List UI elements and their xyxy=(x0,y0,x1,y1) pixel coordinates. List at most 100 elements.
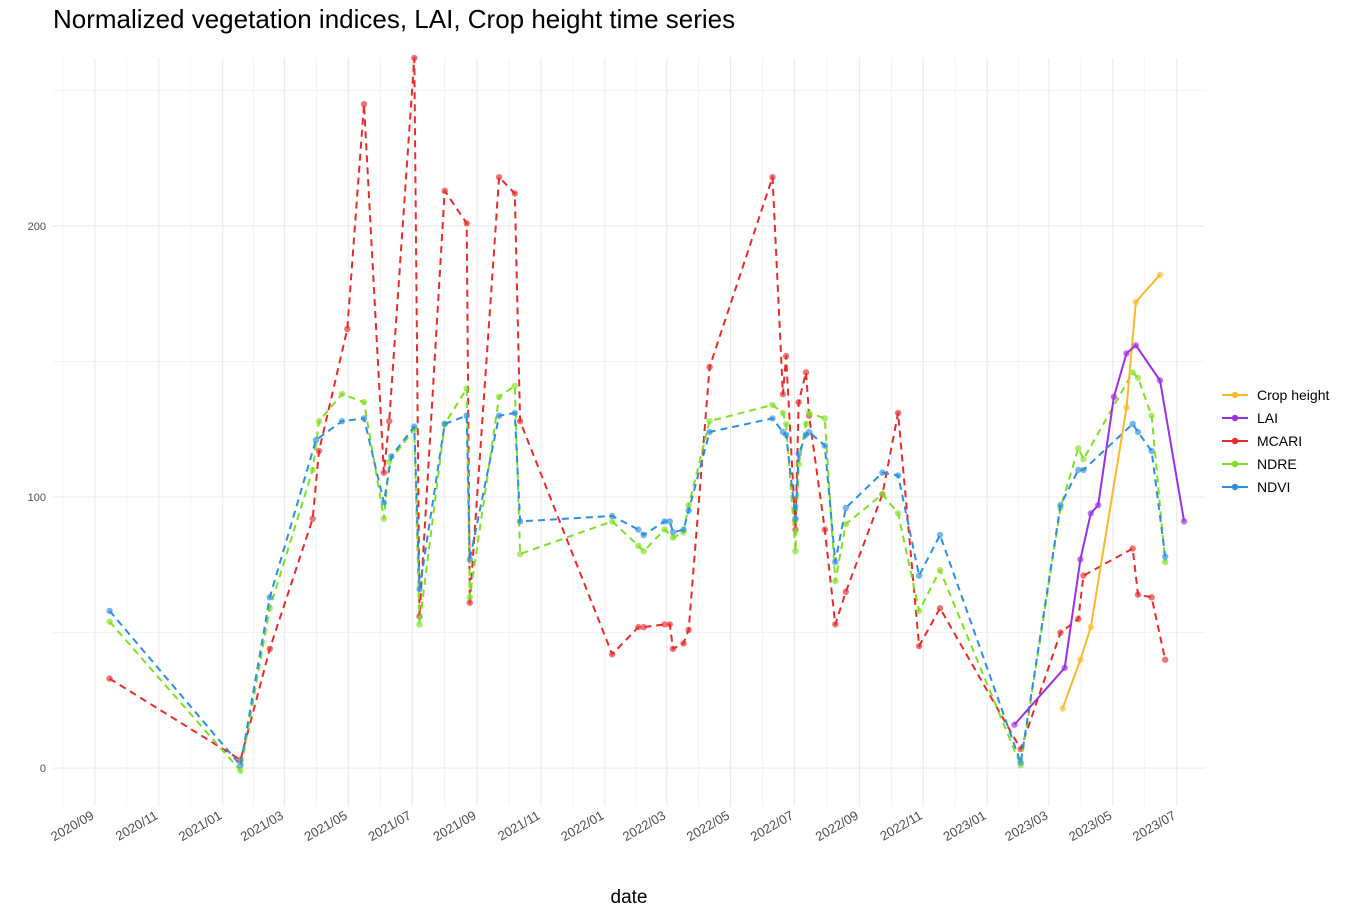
data-point-lai xyxy=(1077,556,1084,563)
data-point-ndre xyxy=(360,399,368,406)
data-point-ndre xyxy=(416,621,423,628)
data-point-crop-height xyxy=(1123,404,1130,411)
data-point-lai xyxy=(1095,502,1102,509)
data-point-ndvi xyxy=(832,558,839,566)
x-tick-label: 2022/11 xyxy=(877,808,924,844)
data-point-mcari xyxy=(463,220,470,227)
data-point-ndvi xyxy=(1134,428,1142,436)
data-point-ndvi xyxy=(388,453,395,460)
data-point-mcari xyxy=(266,645,273,652)
data-point-ndre xyxy=(609,518,616,525)
data-point-mcari xyxy=(106,675,113,682)
series-line-mcari xyxy=(109,57,1167,761)
x-tick-label: 2021/05 xyxy=(302,808,350,844)
data-point-ndvi xyxy=(635,526,642,533)
data-point-ndvi xyxy=(466,556,473,563)
data-point-crop-height xyxy=(1077,656,1084,663)
x-tick-label: 2021/03 xyxy=(238,808,286,844)
data-point-ndre xyxy=(516,550,524,558)
data-point-ndvi xyxy=(879,469,886,476)
data-point-ndre xyxy=(685,502,692,509)
data-point-crop-height xyxy=(1059,705,1066,712)
data-point-ndre xyxy=(769,401,776,409)
legend-key-point xyxy=(1231,414,1239,422)
data-point-ndvi xyxy=(411,423,418,430)
y-tick-label: 200 xyxy=(28,221,46,233)
x-tick-label: 2023/01 xyxy=(940,808,988,844)
x-tick-label: 2022/01 xyxy=(558,808,606,844)
data-point-lai xyxy=(1132,342,1140,349)
data-point-ndvi xyxy=(516,518,524,525)
data-point-mcari xyxy=(609,651,616,658)
data-point-mcari xyxy=(1075,615,1082,623)
data-point-ndvi xyxy=(805,428,813,436)
data-point-ndre xyxy=(779,409,787,417)
legend-label: NDRE xyxy=(1257,456,1297,472)
data-point-mcari xyxy=(680,640,687,647)
data-point-mcari xyxy=(1080,572,1087,579)
x-tick-label: 2021/09 xyxy=(430,808,478,844)
data-point-ndre xyxy=(706,418,713,425)
data-point-mcari xyxy=(666,621,673,628)
x-tick-label: 2022/05 xyxy=(684,808,732,844)
data-point-mcari xyxy=(1129,545,1136,552)
data-point-ndvi xyxy=(915,572,923,579)
legend: Crop height LAI MCARI NDRE NDVI xyxy=(1222,387,1329,495)
data-point-lai xyxy=(1011,721,1018,728)
data-series xyxy=(106,54,1188,774)
legend-key-point xyxy=(1231,483,1239,491)
data-point-mcari xyxy=(309,515,316,522)
chart-title: Normalized vegetation indices, LAI, Crop… xyxy=(53,4,735,34)
data-point-ndvi xyxy=(795,450,802,457)
y-tick-label: 100 xyxy=(28,492,46,504)
data-point-ndvi xyxy=(609,512,616,520)
x-axis-title: date xyxy=(611,887,648,908)
data-point-ndre xyxy=(661,526,668,533)
data-point-crop-height xyxy=(1156,271,1164,278)
data-point-ndvi xyxy=(1017,759,1024,766)
data-point-ndvi xyxy=(842,504,849,512)
data-point-ndvi xyxy=(666,518,673,525)
data-point-ndvi xyxy=(640,531,647,539)
data-point-mcari xyxy=(802,369,810,376)
data-point-mcari xyxy=(380,469,388,476)
data-point-mcari xyxy=(842,588,849,596)
data-point-ndre xyxy=(832,577,839,585)
data-point-ndre xyxy=(795,461,802,468)
legend-key-point xyxy=(1231,460,1239,468)
data-point-ndre xyxy=(463,385,470,392)
y-axis-ticks: 0 100 200 xyxy=(28,221,46,775)
data-point-ndvi xyxy=(685,507,692,514)
x-tick-label: 2020/11 xyxy=(113,808,160,844)
data-point-mcari xyxy=(936,605,944,612)
data-point-mcari xyxy=(386,418,393,425)
data-point-ndvi xyxy=(894,472,902,479)
data-point-ndvi xyxy=(463,412,470,419)
legend-item-lai: LAI xyxy=(1222,410,1278,426)
data-point-crop-height xyxy=(1132,298,1140,306)
data-point-mcari xyxy=(1148,594,1155,601)
data-point-mcari xyxy=(669,645,677,652)
data-point-mcari xyxy=(1162,656,1169,663)
data-point-ndvi xyxy=(380,499,388,506)
data-point-lai xyxy=(1156,377,1164,384)
data-point-ndre xyxy=(1080,455,1087,463)
data-point-ndvi xyxy=(1080,466,1087,474)
data-point-ndre xyxy=(106,618,113,625)
data-point-ndre xyxy=(1148,412,1155,419)
data-point-mcari xyxy=(635,623,642,631)
data-point-ndvi xyxy=(769,415,776,422)
data-point-ndvi xyxy=(237,762,244,769)
data-point-ndre xyxy=(915,607,923,615)
data-point-ndre xyxy=(466,594,473,601)
data-point-ndre xyxy=(495,393,503,400)
x-tick-label: 2020/09 xyxy=(48,808,96,844)
data-point-ndvi xyxy=(1057,502,1064,509)
data-point-mcari xyxy=(640,623,647,631)
x-axis-ticks: 2020/09 2020/11 2021/01 2021/03 2021/05 2021/… xyxy=(48,808,1178,844)
data-point-ndre xyxy=(640,548,647,555)
data-point-mcari xyxy=(832,621,839,628)
x-tick-label: 2023/07 xyxy=(1130,808,1178,844)
data-point-ndvi xyxy=(821,442,828,449)
